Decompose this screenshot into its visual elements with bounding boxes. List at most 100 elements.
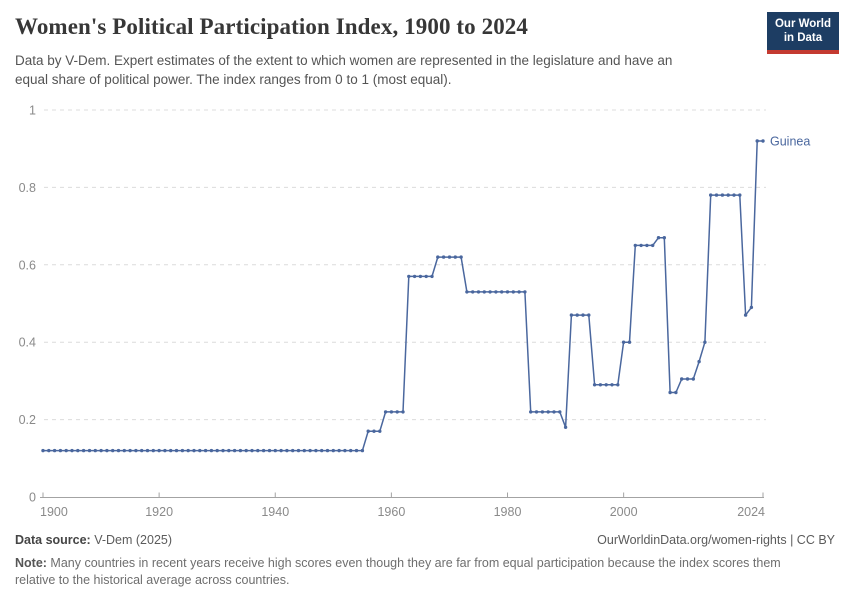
owid-logo-line2: in Data (783, 32, 823, 45)
data-point (279, 448, 283, 453)
data-point (482, 290, 486, 294)
data-point (633, 243, 637, 248)
data-point (87, 448, 92, 453)
data-point (494, 290, 498, 294)
data-point (308, 448, 312, 453)
data-point (209, 448, 214, 453)
footnote-label: Note: (15, 556, 47, 570)
data-point (157, 448, 161, 453)
y-tick-label: 0.6 (19, 258, 36, 272)
data-point (314, 448, 318, 453)
data-point (320, 448, 324, 453)
data-source: Data source: V-Dem (2025) (15, 533, 172, 547)
data-point (302, 448, 306, 453)
data-point (296, 448, 301, 453)
y-tick-label: 0.2 (19, 413, 36, 427)
data-point (523, 290, 527, 294)
data-point (680, 377, 684, 381)
data-point (430, 274, 434, 279)
data-point (447, 255, 452, 259)
data-point (111, 448, 115, 453)
data-point (169, 448, 173, 453)
footnote-text2: relative to the historical average acros… (15, 572, 290, 587)
series-end-label: Guinea (770, 134, 810, 148)
data-point (604, 383, 608, 387)
data-point (76, 448, 80, 453)
data-point (81, 448, 86, 453)
owid-rights-link[interactable]: OurWorldinData.org/women-rights | CC BY (597, 533, 835, 547)
data-point (645, 243, 649, 248)
data-point (105, 448, 109, 453)
data-point (285, 448, 289, 453)
footnote-line1: Note: Many countries in recent years rec… (15, 555, 835, 572)
data-point (418, 274, 423, 279)
data-point (621, 340, 626, 344)
data-point (662, 236, 666, 240)
data-point (198, 448, 202, 453)
data-point (656, 236, 661, 240)
chart-title: Women's Political Participation Index, 1… (15, 14, 528, 39)
data-point (691, 377, 695, 381)
data-point (256, 448, 260, 453)
data-point (407, 274, 411, 279)
data-point (383, 410, 388, 414)
data-point (517, 290, 521, 294)
data-point (378, 429, 382, 433)
footer: Data source: V-Dem (2025) OurWorldinData… (15, 533, 835, 547)
data-point (145, 448, 150, 453)
data-point (337, 448, 341, 453)
data-point (726, 193, 730, 197)
data-point (412, 274, 417, 279)
owid-logo: Our World in Data (766, 12, 839, 54)
data-point (598, 383, 603, 387)
data-point (250, 448, 254, 453)
data-point (424, 274, 428, 279)
data-point (610, 383, 614, 387)
data-point (372, 429, 376, 433)
data-point (476, 290, 481, 294)
data-point (685, 377, 690, 381)
data-point (186, 448, 190, 453)
data-point (714, 193, 719, 197)
data-point (140, 448, 144, 453)
data-point (58, 448, 63, 453)
data-point (238, 448, 243, 453)
y-tick-label: 0 (29, 491, 36, 505)
chart-subtitle-line2: equal share of political power. The inde… (15, 71, 452, 87)
data-point (436, 255, 440, 259)
y-tick-label: 1 (29, 104, 36, 118)
chart-subtitle: Data by V-Dem. Expert estimates of the e… (15, 52, 775, 90)
data-point (360, 448, 365, 453)
data-point (546, 410, 550, 414)
x-tick-label: 2024 (737, 505, 765, 519)
data-point (366, 429, 370, 433)
data-point (709, 193, 713, 197)
data-point (227, 448, 231, 453)
data-point (761, 139, 765, 143)
data-point (244, 448, 248, 453)
data-point (215, 448, 219, 453)
data-point (552, 410, 556, 414)
data-point (738, 193, 742, 197)
data-point (389, 410, 394, 414)
data-point (221, 448, 225, 453)
data-point (569, 313, 574, 317)
data-point (395, 410, 399, 414)
data-point (511, 290, 515, 294)
data-source-label: Data source: (15, 533, 91, 547)
data-point (232, 448, 237, 453)
owid-logo-line1: Our World (774, 18, 831, 30)
x-tick-label: 1960 (377, 505, 405, 519)
data-point (465, 290, 469, 294)
data-point (587, 313, 591, 317)
data-point (651, 243, 655, 248)
data-point (529, 410, 533, 414)
data-point (743, 313, 748, 317)
data-point (471, 290, 475, 294)
x-tick-label: 2000 (610, 505, 638, 519)
data-point (128, 448, 132, 453)
data-point (668, 390, 672, 395)
data-point (534, 410, 539, 414)
data-point (401, 410, 405, 414)
data-point (192, 448, 196, 453)
